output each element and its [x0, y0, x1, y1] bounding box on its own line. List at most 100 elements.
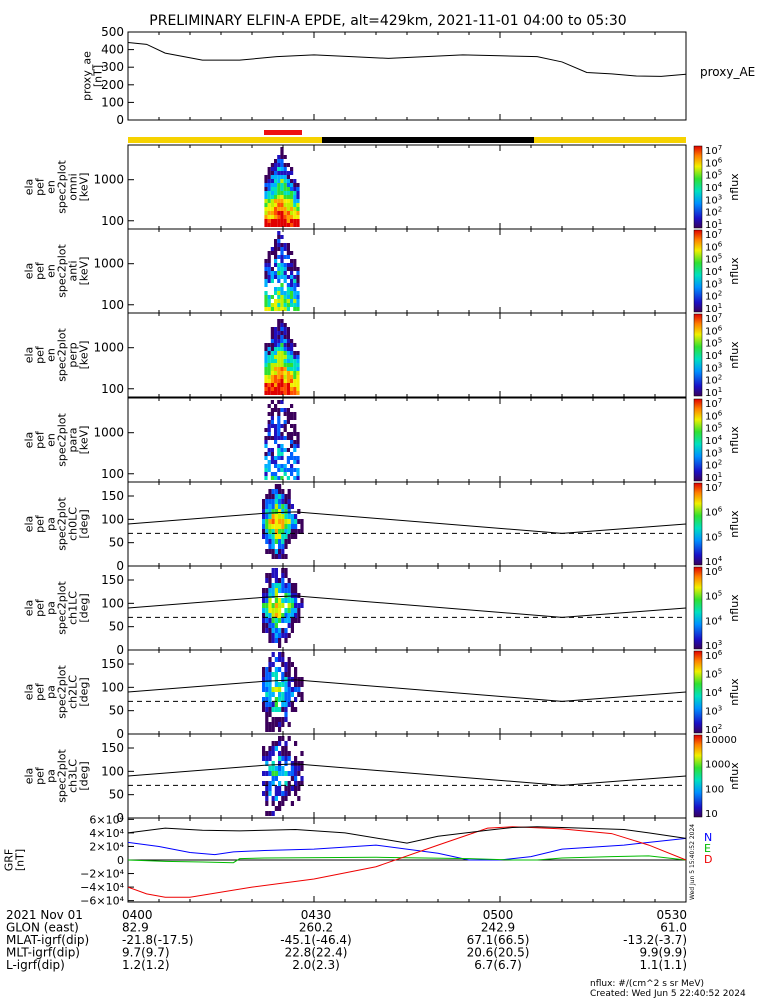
- heat-cell: [267, 295, 271, 299]
- heat-cell: [286, 171, 290, 175]
- heat-cell: [283, 275, 287, 279]
- heat-cell: [274, 608, 278, 613]
- heat-cell: [274, 195, 278, 199]
- heat-cell: [284, 613, 288, 618]
- heat-cell: [268, 751, 272, 756]
- heat-cell: [264, 444, 268, 448]
- heat-cell: [281, 568, 285, 573]
- heat-cell: [296, 207, 300, 211]
- heat-cell: [278, 529, 282, 534]
- heat-cell: [283, 436, 287, 440]
- heat-cell: [283, 464, 287, 468]
- heat-cell: [262, 509, 266, 514]
- heat-cell: [296, 279, 300, 283]
- heat-cell: [274, 702, 278, 707]
- heat-cell: [274, 484, 278, 489]
- heat-cell: [278, 534, 282, 539]
- ylabel-line: pa: [45, 685, 58, 699]
- colorbar-tick-label: 104: [705, 265, 723, 278]
- heat-cell: [270, 363, 274, 367]
- colorbar-label: nflux: [728, 594, 741, 622]
- colorbar: [693, 482, 703, 566]
- y-tick-label: 100: [101, 95, 124, 109]
- heat-cell: [264, 203, 268, 207]
- heat-cell: [290, 179, 294, 183]
- heat-cell: [290, 295, 294, 299]
- heat-cell: [280, 247, 284, 251]
- heat-cell: [264, 383, 268, 387]
- heat-cell: [278, 756, 282, 761]
- heat-cell: [293, 183, 297, 187]
- heat-cell: [268, 786, 272, 791]
- heat-cell: [270, 371, 274, 375]
- heat-cell: [283, 247, 287, 251]
- heat-cell: [280, 375, 284, 379]
- heat-cell: [267, 307, 271, 311]
- heat-cell: [274, 638, 278, 643]
- heat-cell: [281, 524, 285, 529]
- heat-cell: [265, 801, 269, 806]
- heat-cell: [283, 191, 287, 195]
- heat-cell: [286, 412, 290, 416]
- heat-cell: [264, 207, 268, 211]
- heat-cell: [283, 367, 287, 371]
- heat-cell: [284, 756, 288, 761]
- ylabel-line: pa: [45, 769, 58, 783]
- heat-cell: [271, 727, 275, 732]
- heat-cell: [271, 771, 275, 776]
- heat-cell: [283, 339, 287, 343]
- heat-cell: [290, 436, 294, 440]
- heat-cell: [278, 519, 282, 524]
- heat-cell: [286, 468, 290, 472]
- heat-cell: [277, 163, 281, 167]
- heat-cell: [296, 460, 300, 464]
- heat-cell: [290, 251, 294, 255]
- footer-value: 242.9: [481, 921, 515, 935]
- loss-cone-line: [127, 511, 687, 534]
- heat-cell: [300, 682, 304, 687]
- heat-cell: [268, 583, 272, 588]
- heat-cell: [284, 786, 288, 791]
- heat-cell: [284, 761, 288, 766]
- heat-cell: [268, 544, 272, 549]
- heat-cell: [297, 613, 301, 618]
- heat-cell: [278, 727, 282, 732]
- heat-cell: [287, 662, 291, 667]
- heat-cell: [280, 371, 284, 375]
- heat-cell: [294, 514, 298, 519]
- heat-cell: [284, 712, 288, 717]
- heat-cell: [274, 287, 278, 291]
- ylabel-line: pef: [34, 514, 47, 533]
- heat-cell: [286, 359, 290, 363]
- heat-cell: [283, 279, 287, 283]
- heat-cell: [281, 514, 285, 519]
- heat-cell: [267, 391, 271, 395]
- heat-cell: [265, 613, 269, 618]
- heat-cell: [277, 271, 281, 275]
- heat-cell: [286, 263, 290, 267]
- heat-cell: [278, 499, 282, 504]
- heat-cell: [286, 195, 290, 199]
- heat-cell: [284, 781, 288, 786]
- heat-cell: [293, 275, 297, 279]
- heat-cell: [286, 179, 290, 183]
- footer-value: 82.9: [122, 921, 149, 935]
- heat-cell: [264, 303, 268, 307]
- heat-cell: [280, 456, 284, 460]
- heat-cell: [270, 199, 274, 203]
- heat-cell: [300, 598, 304, 603]
- heat-cell: [287, 722, 291, 727]
- heat-cell: [267, 355, 271, 359]
- heat-cell: [284, 593, 288, 598]
- heat-cell: [296, 363, 300, 367]
- footer-value: 1.2(1.2): [122, 958, 170, 972]
- heat-cell: [271, 672, 275, 677]
- footer-value: -21.8(-17.5): [122, 933, 193, 947]
- colorbar-tick-label: 101: [705, 471, 722, 484]
- heat-cell: [262, 751, 266, 756]
- heat-cell: [280, 468, 284, 472]
- heat-cell: [270, 436, 274, 440]
- heat-cell: [293, 448, 297, 452]
